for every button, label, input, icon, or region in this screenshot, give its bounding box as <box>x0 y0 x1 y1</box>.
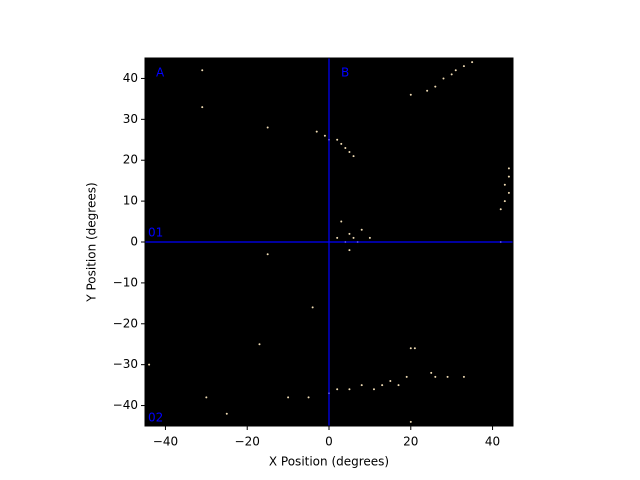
point <box>409 420 412 423</box>
point <box>462 65 465 68</box>
point <box>397 384 400 387</box>
point <box>340 142 343 145</box>
point <box>450 73 453 76</box>
point <box>503 183 506 186</box>
point <box>348 151 351 154</box>
point <box>389 380 392 383</box>
point <box>503 200 506 203</box>
point <box>507 175 510 178</box>
y-axis-label: Y Position (degrees) <box>85 182 99 302</box>
point <box>348 388 351 391</box>
point <box>352 155 355 158</box>
point <box>336 236 339 239</box>
point <box>323 134 326 137</box>
point <box>446 375 449 378</box>
point <box>507 191 510 194</box>
point <box>205 396 208 399</box>
point <box>434 85 437 88</box>
y-tick-label: 0 <box>130 235 138 249</box>
y-tick-label: 20 <box>123 153 138 167</box>
point <box>360 228 363 231</box>
y-tick-label: 40 <box>123 71 138 85</box>
point <box>499 208 502 211</box>
point <box>409 347 412 350</box>
y-tick-label: −10 <box>113 275 138 289</box>
point <box>201 106 204 109</box>
annotation: 02 <box>148 411 163 425</box>
y-tick-label: −20 <box>113 316 138 330</box>
point <box>405 375 408 378</box>
point <box>372 388 375 391</box>
annotation: B <box>341 66 349 80</box>
point <box>352 236 355 239</box>
point <box>287 396 290 399</box>
x-tick-label: 0 <box>325 435 333 449</box>
point <box>413 347 416 350</box>
y-tick-label: −30 <box>113 357 138 371</box>
x-tick-label: −40 <box>153 435 178 449</box>
point <box>462 375 465 378</box>
y-tick-label: 10 <box>123 194 138 208</box>
point <box>454 69 457 72</box>
x-axis-label: X Position (degrees) <box>269 455 389 469</box>
point <box>344 146 347 149</box>
point <box>307 396 310 399</box>
annotation: A <box>156 66 165 80</box>
point <box>311 306 314 309</box>
x-tick-label: 40 <box>485 435 500 449</box>
point <box>201 69 204 72</box>
point <box>336 388 339 391</box>
point <box>471 61 474 64</box>
point <box>430 371 433 374</box>
point <box>266 126 269 129</box>
point <box>426 89 429 92</box>
point <box>348 249 351 252</box>
y-tick-label: 30 <box>123 112 138 126</box>
point <box>360 384 363 387</box>
point <box>381 384 384 387</box>
point <box>340 220 343 223</box>
point <box>348 232 351 235</box>
point <box>409 93 412 96</box>
point <box>368 236 371 239</box>
annotation: 01 <box>148 226 163 240</box>
point <box>434 375 437 378</box>
point <box>258 343 261 346</box>
point <box>442 77 445 80</box>
x-tick-label: −20 <box>235 435 260 449</box>
point <box>336 138 339 141</box>
point <box>266 253 269 256</box>
point <box>315 130 318 133</box>
point <box>148 363 151 366</box>
x-tick-label: 20 <box>403 435 418 449</box>
y-tick-label: −40 <box>113 398 138 412</box>
point <box>225 412 228 415</box>
point <box>507 167 510 170</box>
